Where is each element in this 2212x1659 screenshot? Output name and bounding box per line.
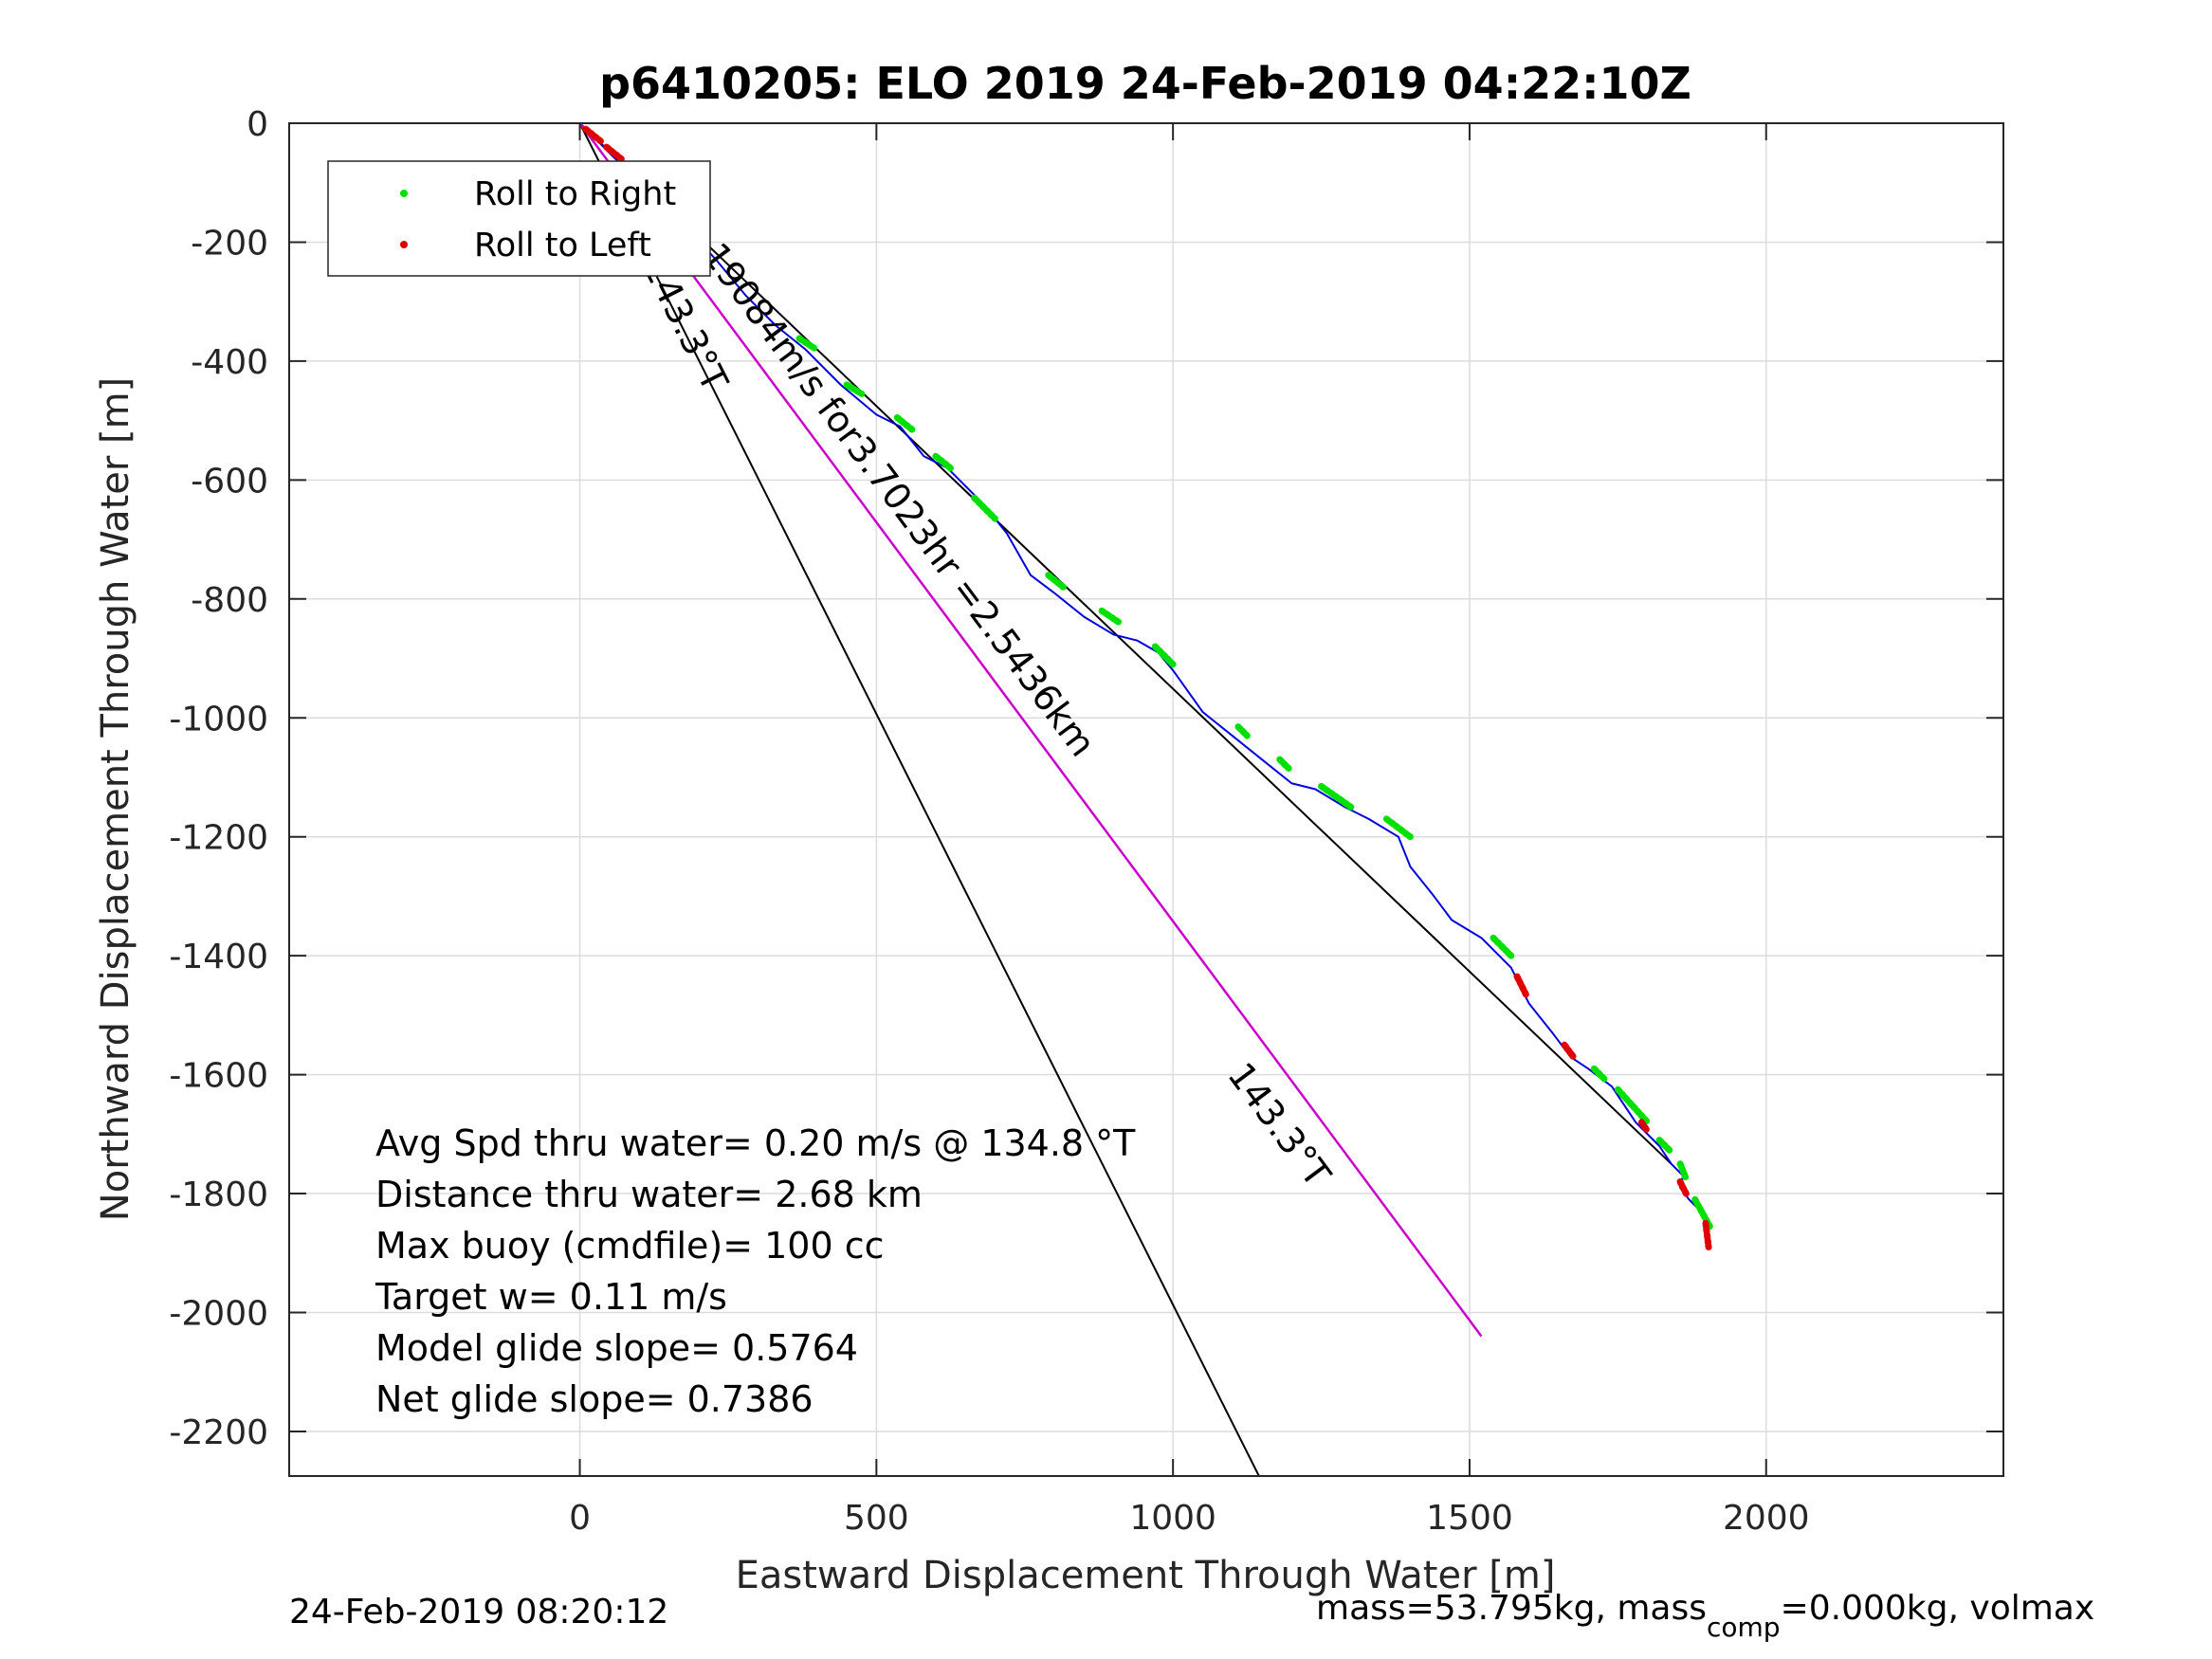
roll-right-marker — [1276, 756, 1292, 773]
roll-right-marker — [1151, 643, 1177, 668]
footer-timestamp: 24-Feb-2019 08:20:12 — [289, 1593, 668, 1632]
axes-box — [288, 122, 2004, 1477]
chart-title: p6410205: ELO 2019 24-Feb-2019 04:22:10Z — [599, 58, 1691, 109]
info-net-glide-slope: Net glide slope= 0.7386 — [375, 1378, 814, 1420]
legend: Roll to Right Roll to Left — [327, 160, 711, 277]
footer-mass-pre: mass=53.795kg, mass — [1316, 1589, 1707, 1628]
roll-left-marker — [1513, 973, 1529, 998]
reference-line — [578, 122, 1260, 1477]
y-tick-label: -2200 — [169, 1413, 268, 1452]
info-target-w: Target w= 0.11 m/s — [375, 1276, 727, 1318]
roll-right-marker — [932, 452, 955, 472]
info-block: Avg Spd thru water= 0.20 m/s @ 134.8 °T … — [375, 1122, 1136, 1420]
info-avg-speed: Avg Spd thru water= 0.20 m/s @ 134.8 °T — [375, 1122, 1136, 1164]
roll-right-marker — [1382, 815, 1414, 841]
roll-left-marker — [582, 125, 604, 145]
y-tick-label: -1000 — [169, 700, 268, 738]
series-line-glide-direction — [578, 122, 1483, 1338]
ticks: 0 500 1000 1500 2000 0 -200 -400 -600 -800 -1000 -1… — [169, 105, 2003, 1538]
roll-right-marker — [971, 494, 998, 522]
legend-marker-roll-left — [400, 241, 408, 248]
y-tick-label: -200 — [191, 224, 268, 263]
y-tick-label: -1200 — [169, 819, 268, 858]
footer-mass-post: =0.000kg, volmax — [1781, 1589, 2095, 1628]
roll-left-marker — [1676, 1178, 1690, 1197]
legend-marker-roll-right — [400, 190, 408, 197]
x-axis-label: Eastward Displacement Through Water [m] — [736, 1554, 1556, 1597]
roll-left-marker — [603, 143, 625, 163]
roll-right-marker — [1318, 782, 1355, 811]
roll-right-marker — [893, 413, 916, 433]
footer-mass-info: mass=53.795kg, masscomp=0.000kg, volmax — [1316, 1589, 2094, 1643]
y-tick-label: -1600 — [169, 1057, 268, 1096]
info-max-buoy: Max buoy (cmdfile)= 100 cc — [375, 1225, 885, 1267]
legend-label-roll-left: Roll to Left — [474, 227, 651, 264]
y-tick-label: -600 — [191, 462, 268, 501]
plot-area — [289, 123, 2003, 1476]
roll-right-marker — [1045, 572, 1067, 591]
x-tick-label: 500 — [844, 1499, 909, 1538]
y-tick-label: -400 — [191, 343, 268, 382]
grid — [289, 122, 2003, 1476]
legend-label-roll-right: Roll to Right — [474, 175, 676, 213]
x-tick-label: 1000 — [1129, 1499, 1216, 1538]
y-tick-label: 0 — [247, 105, 268, 144]
y-tick-label: -1800 — [169, 1176, 268, 1214]
x-tick-label: 2000 — [1723, 1499, 1810, 1538]
roll-right-marker — [1234, 723, 1251, 739]
roll-right-marker — [1676, 1160, 1690, 1182]
reference-line — [578, 122, 1673, 1165]
series-line-track — [578, 122, 1711, 1248]
roll-right-marker — [795, 335, 818, 352]
roll-right-marker — [1655, 1137, 1675, 1156]
roll-right-marker — [843, 381, 866, 397]
x-tick-label: 0 — [569, 1499, 591, 1538]
x-tick-label: 1500 — [1426, 1499, 1513, 1538]
y-tick-label: -2000 — [169, 1295, 268, 1334]
info-model-glide-slope: Model glide slope= 0.5764 — [375, 1327, 858, 1369]
roll-right-marker — [1614, 1085, 1652, 1126]
roll-right-marker — [1098, 607, 1124, 627]
y-tick-label: -800 — [191, 581, 268, 620]
y-tick-label: -1400 — [169, 938, 268, 976]
series-lines — [578, 122, 1711, 1338]
roll-right-marker — [1490, 934, 1515, 959]
roll-left-marker — [1637, 1119, 1652, 1135]
y-axis-label: Northward Displacement Through Water [m] — [94, 377, 137, 1221]
roll-left-marker — [1702, 1219, 1712, 1251]
info-distance: Distance thru water= 2.68 km — [375, 1174, 923, 1215]
reference-lines — [578, 122, 1673, 1477]
roll-left-marker — [1561, 1041, 1577, 1061]
footer-mass-sub: comp — [1707, 1612, 1781, 1643]
legend-box — [327, 160, 711, 277]
roll-right-marker — [1590, 1065, 1610, 1085]
